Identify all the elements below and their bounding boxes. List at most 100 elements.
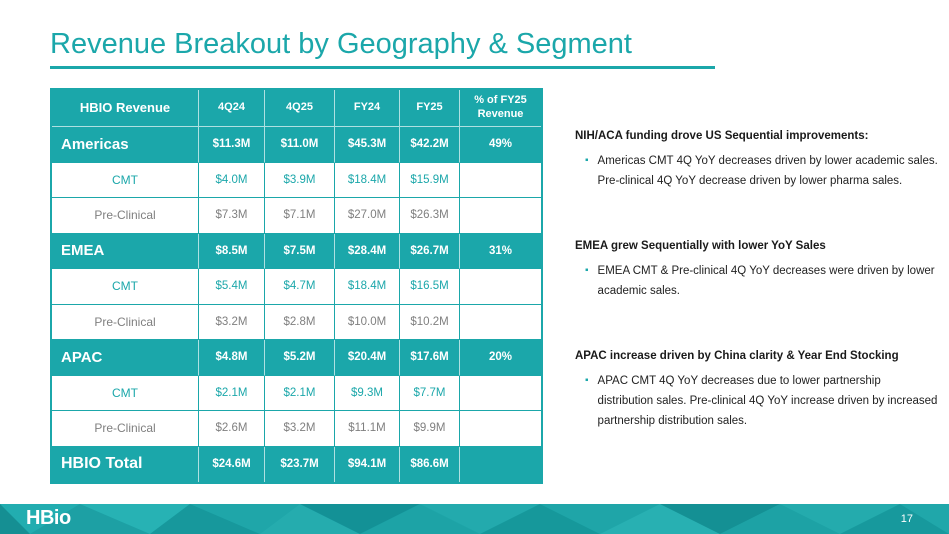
bullet-square-icon: ▪ bbox=[585, 155, 589, 167]
page-number: 17 bbox=[900, 513, 913, 525]
value-cell: $18.4M bbox=[335, 162, 400, 198]
value-cell: $86.6M bbox=[400, 446, 460, 482]
value-cell: $23.7M bbox=[265, 446, 335, 482]
value-cell bbox=[460, 376, 541, 411]
value-cell: $2.1M bbox=[199, 375, 265, 411]
value-cell: $4.0M bbox=[199, 162, 265, 198]
value-cell: $3.2M bbox=[265, 411, 335, 447]
value-cell: $10.0M bbox=[335, 304, 400, 340]
column-header: 4Q25 bbox=[265, 90, 335, 127]
value-cell: $17.6M bbox=[400, 340, 460, 376]
value-cell: $7.7M bbox=[400, 375, 460, 411]
value-cell: $16.5M bbox=[400, 269, 460, 305]
value-cell: $4.7M bbox=[265, 269, 335, 305]
value-cell bbox=[460, 198, 541, 234]
footer-pattern bbox=[0, 504, 949, 534]
value-cell: $9.9M bbox=[400, 411, 460, 447]
value-cell: $28.4M bbox=[335, 233, 400, 269]
value-cell: $10.2M bbox=[400, 304, 460, 340]
value-cell: $2.6M bbox=[199, 411, 265, 447]
table-row: EMEA $8.5M $7.5M $28.4M $26.7M 31% bbox=[52, 233, 541, 269]
value-cell: $5.4M bbox=[199, 269, 265, 305]
value-cell: $3.2M bbox=[199, 304, 265, 340]
row-label: EMEA bbox=[52, 233, 199, 269]
value-cell: $7.3M bbox=[199, 198, 265, 234]
notes-panel: NIH/ACA funding drove US Sequential impr… bbox=[575, 128, 938, 458]
header-row: HBIO Revenue 4Q24 4Q25 FY24 FY25% of FY25 Re… bbox=[52, 90, 541, 127]
row-label: APAC bbox=[52, 340, 199, 376]
row-label: Americas bbox=[52, 127, 199, 163]
row-label: CMT bbox=[52, 269, 199, 305]
value-cell: $26.7M bbox=[400, 233, 460, 269]
value-cell: 49% bbox=[460, 127, 541, 163]
value-cell: $11.1M bbox=[335, 411, 400, 447]
hbio-logo: HBio bbox=[26, 507, 71, 529]
column-header: FY24 bbox=[335, 90, 400, 127]
value-cell: $7.5M bbox=[265, 233, 335, 269]
value-cell: $7.1M bbox=[265, 198, 335, 234]
table-row: CMT $5.4M $4.7M $18.4M $16.5M bbox=[52, 269, 541, 305]
value-cell: $27.0M bbox=[335, 198, 400, 234]
value-cell bbox=[460, 163, 541, 198]
value-cell: $20.4M bbox=[335, 340, 400, 376]
note-heading: EMEA grew Sequentially with lower YoY Sa… bbox=[575, 240, 826, 252]
table-row: Americas $11.3M $11.0M $45.3M $42.2M 49% bbox=[52, 127, 541, 163]
value-cell: $11.0M bbox=[265, 127, 335, 163]
table-row: CMT $2.1M $2.1M $9.3M $7.7M bbox=[52, 375, 541, 411]
value-cell: $11.3M bbox=[199, 127, 265, 163]
bullet-text: EMEA CMT & Pre-clinical 4Q YoY decreases… bbox=[597, 265, 935, 298]
row-label: CMT bbox=[52, 375, 199, 411]
value-cell: $26.3M bbox=[400, 198, 460, 234]
value-cell: $45.3M bbox=[335, 127, 400, 163]
value-cell: $15.9M bbox=[400, 162, 460, 198]
column-header: HBIO Revenue bbox=[52, 90, 199, 127]
bullet-text: APAC CMT 4Q YoY decreases due to lower p… bbox=[597, 375, 938, 428]
row-label: Pre-Clinical bbox=[52, 304, 199, 340]
note-heading: NIH/ACA funding drove US Sequential impr… bbox=[575, 130, 869, 142]
bullet-square-icon: ▪ bbox=[585, 375, 589, 387]
value-cell: $4.8M bbox=[199, 340, 265, 376]
note-heading: APAC increase driven by China clarity & … bbox=[575, 350, 899, 362]
page-title: Revenue Breakout by Geography & Segment bbox=[50, 28, 632, 60]
value-cell: 20% bbox=[460, 340, 541, 376]
table-row: APAC $4.8M $5.2M $20.4M $17.6M 20% bbox=[52, 340, 541, 376]
row-label: HBIO Total bbox=[52, 446, 199, 482]
value-cell: 31% bbox=[460, 233, 541, 269]
note-block: APAC increase driven by China clarity & … bbox=[575, 348, 938, 458]
value-cell: $2.8M bbox=[265, 304, 335, 340]
table-row: Pre-Clinical $2.6M $3.2M $11.1M $9.9M bbox=[52, 411, 541, 447]
table-row: HBIO Total $24.6M $23.7M $94.1M $86.6M bbox=[52, 446, 541, 482]
value-cell bbox=[460, 411, 541, 447]
value-cell: $94.1M bbox=[335, 446, 400, 482]
note-bullet: ▪ APAC CMT 4Q YoY decreases due to lower … bbox=[585, 371, 938, 431]
table-row: CMT $4.0M $3.9M $18.4M $15.9M bbox=[52, 162, 541, 198]
value-cell: $24.6M bbox=[199, 446, 265, 482]
column-header: 4Q24 bbox=[199, 90, 265, 127]
table-row: Pre-Clinical $7.3M $7.1M $27.0M $26.3M bbox=[52, 198, 541, 234]
column-header: % of FY25 Revenue bbox=[460, 90, 541, 127]
value-cell bbox=[460, 269, 541, 305]
value-cell: $8.5M bbox=[199, 233, 265, 269]
title-underline bbox=[50, 66, 715, 69]
revenue-table-body: Americas $11.3M $11.0M $45.3M $42.2M 49% CMT $4… bbox=[52, 127, 541, 482]
value-cell: $2.1M bbox=[265, 375, 335, 411]
value-cell: $3.9M bbox=[265, 162, 335, 198]
note-block: EMEA grew Sequentially with lower YoY Sa… bbox=[575, 238, 938, 348]
value-cell: $18.4M bbox=[335, 269, 400, 305]
revenue-table: HBIO Revenue 4Q24 4Q25 FY24 FY25% of FY25 Re… bbox=[50, 88, 543, 484]
note-block: NIH/ACA funding drove US Sequential impr… bbox=[575, 128, 938, 238]
bullet-text: Americas CMT 4Q YoY decreases driven by … bbox=[597, 155, 938, 188]
row-label: CMT bbox=[52, 162, 199, 198]
column-header: FY25 bbox=[400, 90, 460, 127]
revenue-table-head: HBIO Revenue 4Q24 4Q25 FY24 FY25% of FY25 Re… bbox=[52, 90, 541, 127]
row-label: Pre-Clinical bbox=[52, 411, 199, 447]
footer-bar: HBio 17 bbox=[0, 504, 949, 534]
value-cell bbox=[460, 305, 541, 340]
note-bullet: ▪ EMEA CMT & Pre-clinical 4Q YoY decrease… bbox=[585, 261, 938, 301]
value-cell bbox=[460, 446, 541, 482]
bullet-square-icon: ▪ bbox=[585, 265, 589, 277]
table-row: Pre-Clinical $3.2M $2.8M $10.0M $10.2M bbox=[52, 304, 541, 340]
value-cell: $42.2M bbox=[400, 127, 460, 163]
value-cell: $9.3M bbox=[335, 375, 400, 411]
